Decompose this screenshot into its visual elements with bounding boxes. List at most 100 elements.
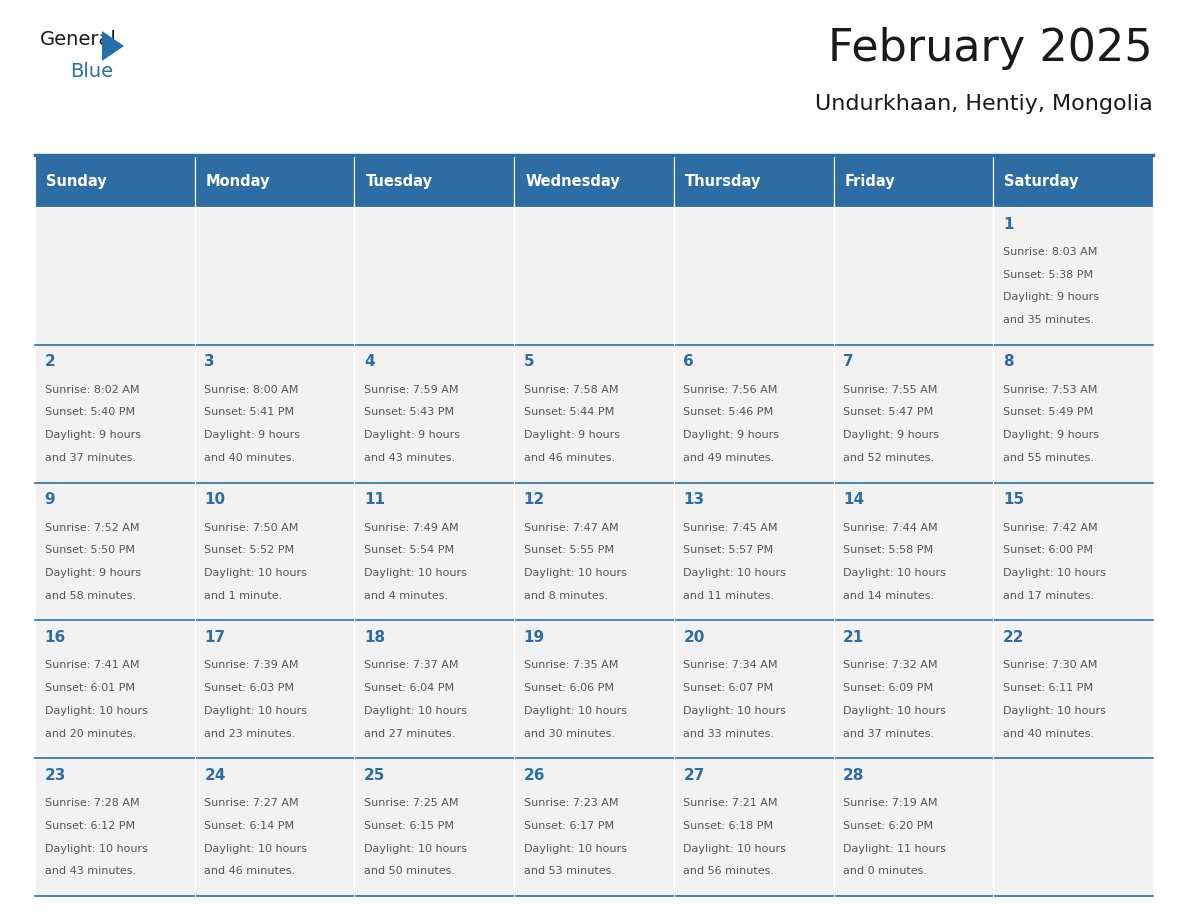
Bar: [674, 758, 834, 896]
Text: 14: 14: [843, 492, 865, 508]
Bar: [674, 621, 834, 758]
Text: Friday: Friday: [845, 174, 896, 188]
Text: Sunrise: 7:59 AM: Sunrise: 7:59 AM: [364, 385, 459, 395]
Text: Daylight: 10 hours: Daylight: 10 hours: [364, 706, 467, 716]
Bar: [993, 758, 1154, 896]
Text: 22: 22: [1003, 630, 1024, 645]
Polygon shape: [102, 31, 124, 61]
Text: and 27 minutes.: and 27 minutes.: [364, 729, 455, 739]
Text: and 0 minutes.: and 0 minutes.: [843, 867, 927, 877]
Text: Sunset: 6:11 PM: Sunset: 6:11 PM: [1003, 683, 1093, 693]
Text: Daylight: 10 hours: Daylight: 10 hours: [364, 568, 467, 578]
Text: February 2025: February 2025: [828, 27, 1154, 70]
Text: Sunrise: 7:23 AM: Sunrise: 7:23 AM: [524, 798, 618, 808]
Text: and 40 minutes.: and 40 minutes.: [1003, 729, 1094, 739]
Text: Sunrise: 7:28 AM: Sunrise: 7:28 AM: [45, 798, 139, 808]
Text: Sunset: 5:55 PM: Sunset: 5:55 PM: [524, 545, 614, 555]
Bar: [34, 207, 195, 345]
Text: Sunrise: 8:02 AM: Sunrise: 8:02 AM: [45, 385, 139, 395]
Text: 16: 16: [45, 630, 65, 645]
Bar: [834, 155, 993, 207]
Text: and 4 minutes.: and 4 minutes.: [364, 591, 448, 600]
Text: and 53 minutes.: and 53 minutes.: [524, 867, 614, 877]
Text: and 46 minutes.: and 46 minutes.: [204, 867, 296, 877]
Text: 27: 27: [683, 767, 704, 783]
Text: Tuesday: Tuesday: [366, 174, 432, 188]
Text: Sunset: 6:20 PM: Sunset: 6:20 PM: [843, 821, 934, 831]
Text: Sunrise: 7:30 AM: Sunrise: 7:30 AM: [1003, 660, 1098, 670]
Text: 12: 12: [524, 492, 545, 508]
Bar: [514, 207, 674, 345]
Text: Daylight: 10 hours: Daylight: 10 hours: [683, 568, 786, 578]
Text: Sunset: 6:18 PM: Sunset: 6:18 PM: [683, 821, 773, 831]
Text: Saturday: Saturday: [1005, 174, 1079, 188]
Text: Sunday: Sunday: [46, 174, 107, 188]
Text: Daylight: 9 hours: Daylight: 9 hours: [364, 431, 460, 441]
Text: 11: 11: [364, 492, 385, 508]
Text: and 50 minutes.: and 50 minutes.: [364, 867, 455, 877]
Text: Daylight: 10 hours: Daylight: 10 hours: [1003, 706, 1106, 716]
Text: Wednesday: Wednesday: [525, 174, 620, 188]
Text: and 33 minutes.: and 33 minutes.: [683, 729, 775, 739]
Text: Sunrise: 8:00 AM: Sunrise: 8:00 AM: [204, 385, 298, 395]
Text: Sunrise: 7:56 AM: Sunrise: 7:56 AM: [683, 385, 778, 395]
Text: Sunset: 5:54 PM: Sunset: 5:54 PM: [364, 545, 454, 555]
Text: Sunset: 6:03 PM: Sunset: 6:03 PM: [204, 683, 295, 693]
Text: Daylight: 10 hours: Daylight: 10 hours: [843, 568, 946, 578]
Text: Monday: Monday: [206, 174, 271, 188]
Bar: [354, 207, 514, 345]
Bar: [834, 483, 993, 621]
Text: Sunrise: 7:21 AM: Sunrise: 7:21 AM: [683, 798, 778, 808]
Text: Sunset: 6:07 PM: Sunset: 6:07 PM: [683, 683, 773, 693]
Text: and 43 minutes.: and 43 minutes.: [364, 453, 455, 463]
Bar: [34, 483, 195, 621]
Text: Daylight: 10 hours: Daylight: 10 hours: [204, 568, 308, 578]
Bar: [34, 621, 195, 758]
Bar: [674, 345, 834, 483]
Text: 8: 8: [1003, 354, 1013, 369]
Text: Daylight: 9 hours: Daylight: 9 hours: [524, 431, 620, 441]
Bar: [514, 621, 674, 758]
Bar: [195, 345, 354, 483]
Bar: [993, 345, 1154, 483]
Text: 20: 20: [683, 630, 704, 645]
Text: Sunset: 5:52 PM: Sunset: 5:52 PM: [204, 545, 295, 555]
Text: Daylight: 9 hours: Daylight: 9 hours: [1003, 293, 1099, 302]
Text: Sunset: 6:14 PM: Sunset: 6:14 PM: [204, 821, 295, 831]
Bar: [354, 758, 514, 896]
Text: 23: 23: [45, 767, 67, 783]
Text: Daylight: 10 hours: Daylight: 10 hours: [524, 844, 626, 854]
Bar: [993, 621, 1154, 758]
Bar: [34, 345, 195, 483]
Text: Daylight: 11 hours: Daylight: 11 hours: [843, 844, 946, 854]
Text: Daylight: 10 hours: Daylight: 10 hours: [843, 706, 946, 716]
Text: Daylight: 9 hours: Daylight: 9 hours: [843, 431, 940, 441]
Text: 9: 9: [45, 492, 55, 508]
Text: Sunset: 5:43 PM: Sunset: 5:43 PM: [364, 408, 454, 418]
Text: Sunrise: 7:19 AM: Sunrise: 7:19 AM: [843, 798, 937, 808]
Text: and 11 minutes.: and 11 minutes.: [683, 591, 775, 600]
Bar: [514, 758, 674, 896]
Text: 7: 7: [843, 354, 854, 369]
Text: Sunrise: 7:41 AM: Sunrise: 7:41 AM: [45, 660, 139, 670]
Text: 13: 13: [683, 492, 704, 508]
Text: Sunrise: 7:25 AM: Sunrise: 7:25 AM: [364, 798, 459, 808]
Text: Sunrise: 7:39 AM: Sunrise: 7:39 AM: [204, 660, 299, 670]
Text: 10: 10: [204, 492, 226, 508]
Text: Sunrise: 7:53 AM: Sunrise: 7:53 AM: [1003, 385, 1098, 395]
Text: Daylight: 9 hours: Daylight: 9 hours: [683, 431, 779, 441]
Text: Sunrise: 7:52 AM: Sunrise: 7:52 AM: [45, 522, 139, 532]
Text: 19: 19: [524, 630, 545, 645]
Bar: [195, 207, 354, 345]
Text: Daylight: 9 hours: Daylight: 9 hours: [204, 431, 301, 441]
Text: Daylight: 9 hours: Daylight: 9 hours: [45, 431, 140, 441]
Text: Sunrise: 7:34 AM: Sunrise: 7:34 AM: [683, 660, 778, 670]
Text: Sunset: 6:15 PM: Sunset: 6:15 PM: [364, 821, 454, 831]
Text: and 17 minutes.: and 17 minutes.: [1003, 591, 1094, 600]
Text: Sunrise: 7:50 AM: Sunrise: 7:50 AM: [204, 522, 298, 532]
Text: Sunrise: 7:58 AM: Sunrise: 7:58 AM: [524, 385, 618, 395]
Text: Daylight: 10 hours: Daylight: 10 hours: [364, 844, 467, 854]
Text: Daylight: 10 hours: Daylight: 10 hours: [45, 706, 147, 716]
Text: Sunrise: 7:27 AM: Sunrise: 7:27 AM: [204, 798, 299, 808]
Text: Sunset: 5:44 PM: Sunset: 5:44 PM: [524, 408, 614, 418]
